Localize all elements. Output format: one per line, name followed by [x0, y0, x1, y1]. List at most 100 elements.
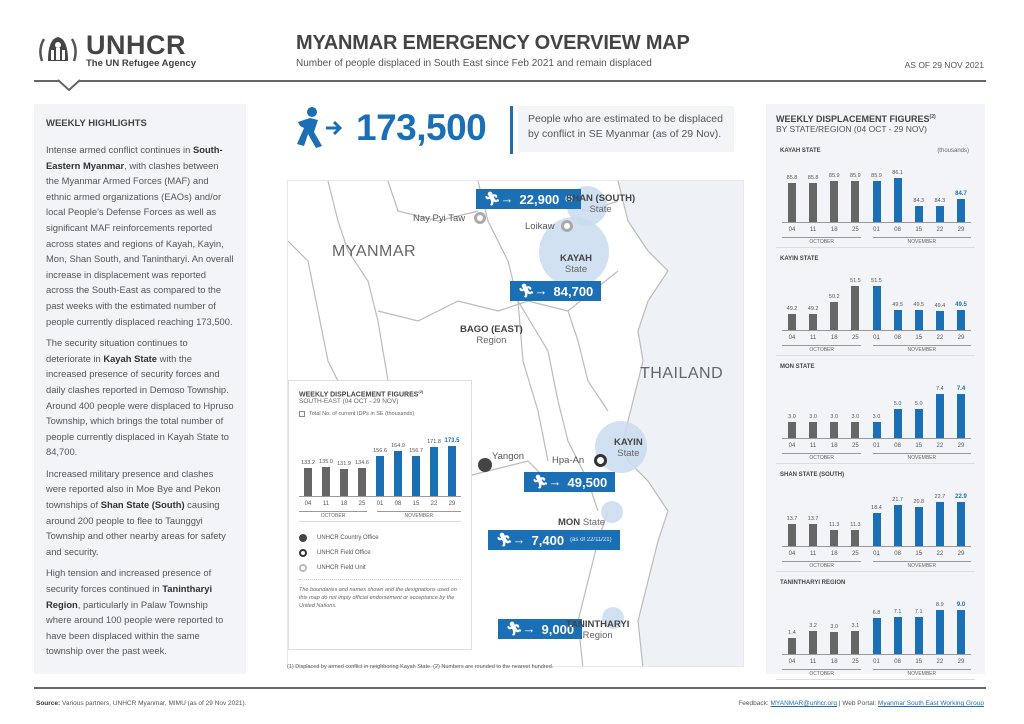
displaced-person-icon: 🏃︎→: [506, 621, 536, 636]
right-panel-title: WEEKLY DISPLACEMENT FIGURES(2): [776, 114, 936, 124]
inset-title: WEEKLY DISPLACEMENT FIGURES(2): [299, 389, 424, 399]
bar-11: 3.0: [803, 379, 823, 438]
city-label-loikaw: Loikaw: [525, 221, 555, 232]
city-label-naypyitaw: Nay Pyi Taw: [413, 213, 466, 224]
map-disclaimer: The boundaries and names shown and the d…: [299, 579, 461, 610]
bar-15: 49.5: [909, 271, 929, 330]
feedback-links: Feedback: MYANMAR@unhcr.org | Web Portal…: [738, 700, 984, 707]
bar-22: 84.3: [930, 163, 950, 222]
highlight-paragraph-1: Intense armed conflict continues in Sout…: [46, 144, 234, 327]
state-chart-shan-state-south-: SHAN STATE (SOUTH) 13.7 13.7 11.3 11.3 18.4 21…: [776, 468, 975, 572]
kayin-figure-box[interactable]: 🏃︎→ 49,500: [524, 472, 616, 492]
bar-01: 156.6: [371, 427, 389, 497]
bar-15: 7.1: [909, 595, 929, 654]
highlight-paragraph-2: The security situation continues to dete…: [46, 337, 234, 458]
bar-22: 49.4: [930, 271, 950, 330]
bar-18: 50.2: [824, 271, 844, 330]
bar-22: 8.9: [930, 595, 950, 654]
logo-tagline: The UN Refugee Agency: [86, 57, 196, 69]
bar-08: 7.1: [888, 595, 908, 654]
legend-country-office: UNHCR Country Office: [299, 534, 461, 543]
city-label-hpaan: Hpa-An: [552, 455, 585, 466]
total-displaced-figure: 173,500: [292, 106, 487, 150]
bar-22: 22.7: [930, 487, 950, 546]
page-title: MYANMAR EMERGENCY OVERVIEW MAP: [296, 32, 690, 54]
bago-label: BAGO (EAST) Region: [460, 324, 523, 346]
highlight-paragraph-4: High tension and increased presence of s…: [46, 567, 224, 657]
map-area[interactable]: MYANMAR THAILAND 🏃︎→ 22,900 (1) SHAN (SOU…: [287, 180, 744, 667]
kayah-displacement-circle: [539, 217, 609, 287]
displaced-person-icon: 🏃︎→: [496, 532, 526, 547]
displaced-person-icon: 🏃︎→: [484, 191, 514, 206]
country-office-icon: [299, 534, 307, 543]
bar-29: 49.5: [951, 271, 971, 330]
map-footnote: (1) Displaced by armed conflict in neigh…: [287, 664, 554, 670]
bar-29: 173.5: [443, 427, 461, 497]
unhcr-emblem-icon: [39, 37, 77, 62]
state-chart-tanintharyi-region: TANINTHARYI REGION 1.4 3.2 3.0 3.1 6.8 7.1 7.1 8…: [776, 576, 975, 680]
bar-29: 7.4: [951, 379, 971, 438]
country-label-thailand: THAILAND: [640, 365, 724, 382]
bar-15: 84.3: [909, 163, 929, 222]
bar-04: 3.0: [782, 379, 802, 438]
southeast-bar-chart: 133.2 135.0 131.9 134.6 156.6 164.9 156.7 171.8…: [299, 418, 461, 523]
bar-25: 85.9: [845, 163, 865, 222]
bar-18: 3.0: [824, 595, 844, 654]
bar-08: 49.5: [888, 271, 908, 330]
page-subtitle: Number of people displaced in South East…: [296, 58, 652, 69]
state-figures-panel: WEEKLY DISPLACEMENT FIGURES(2) BY STATE/…: [766, 104, 985, 680]
city-label-yangon: Yangon: [492, 451, 525, 462]
tanintharyi-label: TANINTHARYI Region: [566, 619, 630, 641]
weekly-highlights-panel: WEEKLY HIGHLIGHTS Intense armed conflict…: [34, 104, 246, 674]
bar-18: 131.9: [335, 427, 353, 497]
bar-18: 11.3: [824, 487, 844, 546]
mon-displacement-circle: [601, 501, 623, 523]
bar-04: 85.8: [782, 163, 802, 222]
kayah-label: KAYAH State: [560, 253, 593, 275]
feedback-email-link[interactable]: MYANMAR@unhcr.org: [770, 700, 837, 707]
shan-figure-box[interactable]: 🏃︎→ 22,900 (1): [476, 189, 581, 209]
mon-figure-box[interactable]: 🏃︎→ 7,400 (as of 22/11/21): [488, 530, 620, 550]
bar-11: 135.0: [317, 427, 335, 497]
country-office-marker-yangon[interactable]: [478, 458, 492, 472]
bar-15: 20.8: [909, 487, 929, 546]
bar-25: 134.6: [353, 427, 371, 497]
bar-29: 22.9: [951, 487, 971, 546]
bar-04: 13.7: [782, 487, 802, 546]
total-displaced-description: People who are estimated to be displaced…: [518, 106, 734, 152]
bar-11: 85.8: [803, 163, 823, 222]
displaced-person-icon: 🏃︎→: [518, 283, 548, 298]
figure-divider: [510, 106, 513, 154]
state-chart-kayin-state: KAYIN STATE 49.2 49.2 50.2 51.5 51.5 49.5 49.5 4…: [776, 252, 975, 356]
web-portal-link[interactable]: Myanmar South East Working Group: [877, 700, 984, 707]
tanintharyi-figure-box[interactable]: 🏃︎→ 9,000: [498, 619, 583, 639]
bar-18: 85.9: [824, 163, 844, 222]
kayah-figure-box[interactable]: 🏃︎→ 84,700: [510, 281, 602, 301]
bar-08: 86.1: [888, 163, 908, 222]
bar-04: 49.2: [782, 271, 802, 330]
southeast-inset-panel: WEEKLY DISPLACEMENT FIGURES(2) SOUTH-EAS…: [288, 380, 472, 650]
bar-11: 13.7: [803, 487, 823, 546]
legend-swatch: [299, 411, 305, 418]
field-office-marker-hpaan[interactable]: [594, 454, 607, 467]
bar-08: 5.0: [888, 379, 908, 438]
bar-15: 156.7: [407, 427, 425, 497]
bar-25: 51.5: [845, 271, 865, 330]
field-unit-marker-naypyitaw[interactable]: [474, 212, 486, 224]
header-divider: [34, 80, 986, 82]
unhcr-logo: UNHCR The UN Refugee Agency: [36, 30, 206, 70]
country-label-myanmar: MYANMAR: [332, 243, 417, 260]
kayin-label: KAYIN State: [614, 437, 643, 459]
bar-25: 3.0: [845, 379, 865, 438]
bar-01: 3.0: [867, 379, 887, 438]
field-unit-marker-loikaw[interactable]: [561, 220, 573, 232]
bar-08: 164.9: [389, 427, 407, 497]
state-chart-mon-state: MON STATE 3.0 3.0 3.0 3.0 3.0 5.0 5.0 7.4 7.4 04 11…: [776, 360, 975, 464]
bar-01: 18.4: [867, 487, 887, 546]
header-notch: [58, 79, 80, 91]
bar-11: 3.2: [803, 595, 823, 654]
bar-01: 85.9: [867, 163, 887, 222]
footer-divider: [34, 687, 986, 689]
bar-18: 3.0: [824, 379, 844, 438]
bar-29: 9.0: [951, 595, 971, 654]
